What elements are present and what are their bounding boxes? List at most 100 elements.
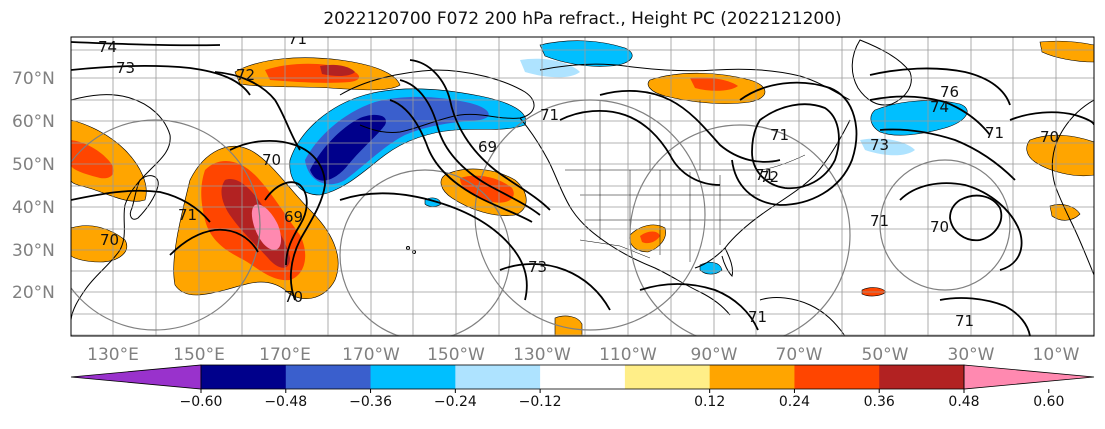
colorbar-segment xyxy=(455,365,541,389)
contour-74 xyxy=(71,41,221,47)
contour-label: 73 xyxy=(116,59,135,77)
lon-label: 70°W xyxy=(776,345,823,365)
contour-ridge-na-2 xyxy=(599,90,781,163)
colorbar-segment xyxy=(624,365,711,389)
contour-70-west xyxy=(229,140,326,301)
lon-label: 90°W xyxy=(691,345,738,365)
coast-europe xyxy=(1051,99,1094,276)
contour-label: 70 xyxy=(100,231,119,249)
map-title: 2022120700 F072 200 hPa refract., Height… xyxy=(323,9,842,29)
boundaries xyxy=(565,95,806,262)
lat-label: 30°N xyxy=(12,241,55,261)
contour-label: 74 xyxy=(930,98,949,116)
lon-label: 110°W xyxy=(599,345,657,365)
colorbar: −0.60 −0.48 −0.36 −0.24 −0.12 0.12 0.24 … xyxy=(70,364,1095,410)
anomaly-pos-south xyxy=(554,315,583,336)
ref-circle-2 xyxy=(339,169,511,336)
contour-76 xyxy=(869,67,1011,106)
ref-circle-5 xyxy=(879,159,1011,291)
lon-label: 150°E xyxy=(173,345,225,365)
lon-label: 50°W xyxy=(862,345,909,365)
contour-label: 71 xyxy=(870,212,889,230)
height-contours xyxy=(71,41,1094,336)
contour-label: 70 xyxy=(1040,128,1059,146)
colorbar-segment xyxy=(370,365,456,389)
contour-trough-1 xyxy=(409,59,551,211)
contour-71-mid xyxy=(169,228,259,256)
contour-label: 73 xyxy=(870,136,889,154)
coast-na-east xyxy=(694,119,851,269)
anomaly-red-nepac xyxy=(460,175,514,203)
colorbar-tick-label: 0.36 xyxy=(864,394,895,410)
anomaly-pos-subtrop xyxy=(1049,204,1081,221)
contour-label: 72 xyxy=(236,66,255,84)
anomaly-neg-canada xyxy=(539,40,633,67)
ref-circle-4 xyxy=(629,124,851,336)
contour-label: 74 xyxy=(98,38,117,56)
coast-greenland xyxy=(851,39,912,106)
contour-south-1 xyxy=(499,263,611,311)
coast-hawaii xyxy=(406,246,410,250)
lon-label: 170°W xyxy=(342,345,400,365)
contour-label: 71 xyxy=(955,312,974,330)
graticule xyxy=(71,37,1094,336)
colorbar-extend-high xyxy=(963,364,1095,390)
lon-label: 130°W xyxy=(513,345,571,365)
coast-hawaii-2 xyxy=(412,250,416,254)
lat-label: 60°N xyxy=(12,112,55,132)
contour-trough-2 xyxy=(399,79,541,216)
lon-label: 10°W xyxy=(1033,345,1080,365)
contour-72 xyxy=(214,71,301,151)
colorbar-segment xyxy=(709,365,795,389)
lon-label: 130°E xyxy=(87,345,139,365)
anomaly-darkred-bering xyxy=(320,64,355,77)
contour-label: 76 xyxy=(940,83,959,101)
contour-label: 69 xyxy=(284,208,303,226)
coast-canada-arctic xyxy=(539,63,851,101)
colorbar-tick-label: −0.12 xyxy=(519,394,562,410)
colorbar-segment xyxy=(285,365,372,389)
colorbar-tick-label: 0.60 xyxy=(1033,394,1064,410)
map-content: 74 73 72 71 70 69 69 70 71 73 71 71 71 7… xyxy=(71,30,1094,336)
contour-label: 71 xyxy=(755,166,774,184)
contour-label: 69 xyxy=(478,138,497,156)
contour-70-ne xyxy=(1009,111,1094,126)
lat-label: 50°N xyxy=(12,155,55,175)
colorbar-tick-label: 0.12 xyxy=(694,394,725,410)
border-mexico xyxy=(579,239,651,259)
contour-label: 71 xyxy=(288,30,307,48)
border-us-canada xyxy=(565,154,806,171)
contour-low-east-2 xyxy=(731,81,858,206)
latitude-labels: 70°N 60°N 50°N 40°N 30°N 20°N xyxy=(12,69,55,303)
anomaly-red-gulf xyxy=(640,231,660,244)
colorbar-segment xyxy=(201,365,287,389)
anomaly-pos-neatl2 xyxy=(1039,40,1094,63)
anomaly-pos-neatl xyxy=(1026,134,1094,177)
lat-label: 20°N xyxy=(12,283,55,303)
colorbar-tick-label: 0.48 xyxy=(948,394,979,410)
contour-70-east xyxy=(949,194,1003,242)
coast-alaska xyxy=(339,69,535,133)
coast-south-america xyxy=(759,297,846,336)
colorbar-tick-label: 0.24 xyxy=(779,394,810,410)
contour-label: 70 xyxy=(930,218,949,236)
colorbar-segment xyxy=(794,365,880,389)
coast-japan xyxy=(129,175,159,220)
contour-ridge-na-1 xyxy=(559,110,721,186)
reference-circles xyxy=(71,99,1011,336)
colorbar-tick-label: −0.24 xyxy=(434,394,477,410)
ref-circle-1 xyxy=(71,119,261,331)
contour-low-east xyxy=(751,103,840,190)
lon-label: 170°E xyxy=(259,345,311,365)
contour-label-group: 74 73 72 71 70 69 69 70 71 73 71 71 71 7… xyxy=(98,30,1059,330)
contour-label: 71 xyxy=(985,124,1004,142)
colorbar-tick-label: −0.36 xyxy=(349,394,392,410)
map-border xyxy=(70,36,1095,337)
contour-label: 72 xyxy=(760,168,779,186)
graticule-lat xyxy=(71,49,1094,336)
contour-69 xyxy=(264,181,308,266)
colorbar-ticks: −0.60 −0.48 −0.36 −0.24 −0.12 0.12 0.24 … xyxy=(180,394,1065,410)
shaded-anomalies xyxy=(71,40,1094,336)
contour-label: 70 xyxy=(284,288,303,306)
